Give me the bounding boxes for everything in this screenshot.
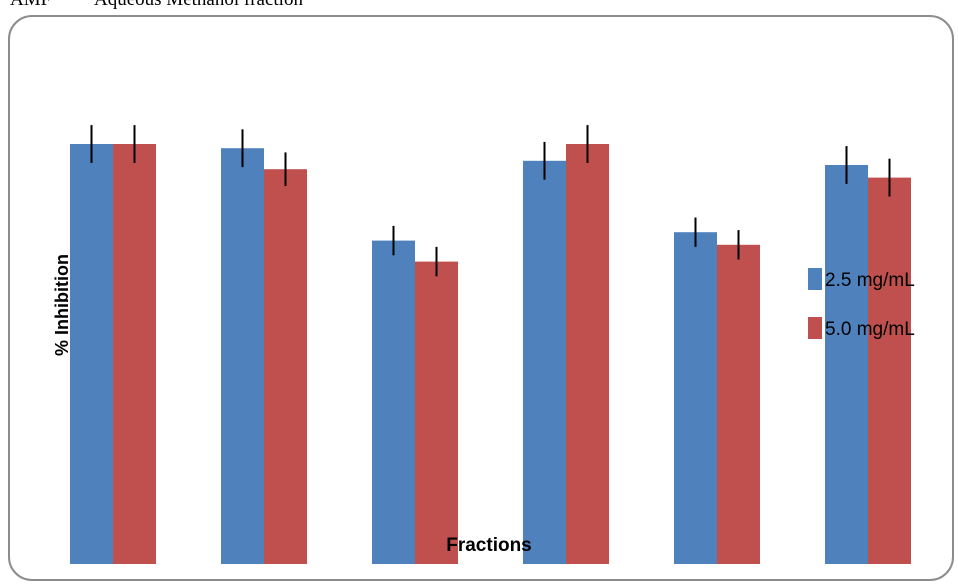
- x-axis-label: Fractions: [446, 535, 532, 556]
- bar-series1-group3: [372, 240, 415, 564]
- bar-series1-group4: [523, 160, 566, 565]
- y-axis-label: % Inhibition: [52, 254, 72, 356]
- bars-group: [70, 144, 911, 565]
- bar-series2-group6: [868, 177, 911, 564]
- error-bars-group: [90, 125, 891, 277]
- chart-frame: [8, 15, 954, 581]
- legend-label-series1: 2.5 mg/mL: [825, 270, 915, 291]
- bar-series2-group1: [113, 144, 156, 564]
- bar-series1-group5: [674, 232, 717, 564]
- bar-series1-group1: [70, 144, 113, 564]
- legend-label-series2: 5.0 mg/mL: [825, 319, 915, 340]
- bar-series1-group6: [825, 165, 868, 564]
- legend-swatch-series2: [808, 317, 822, 339]
- header-abbreviation: AMF: [10, 0, 94, 11]
- legend-swatch-series1: [808, 268, 822, 290]
- bar-series2-group2: [264, 169, 307, 564]
- header-line: AMFAqueous Methanol fraction: [10, 0, 303, 11]
- bar-series2-group5: [717, 244, 760, 565]
- bar-series1-group2: [221, 148, 264, 564]
- bar-series2-group4: [566, 144, 609, 564]
- header-description: Aqueous Methanol fraction: [94, 0, 303, 10]
- legend: 2.5 mg/mL 5.0 mg/mL: [808, 268, 915, 340]
- bar-series2-group3: [415, 261, 458, 564]
